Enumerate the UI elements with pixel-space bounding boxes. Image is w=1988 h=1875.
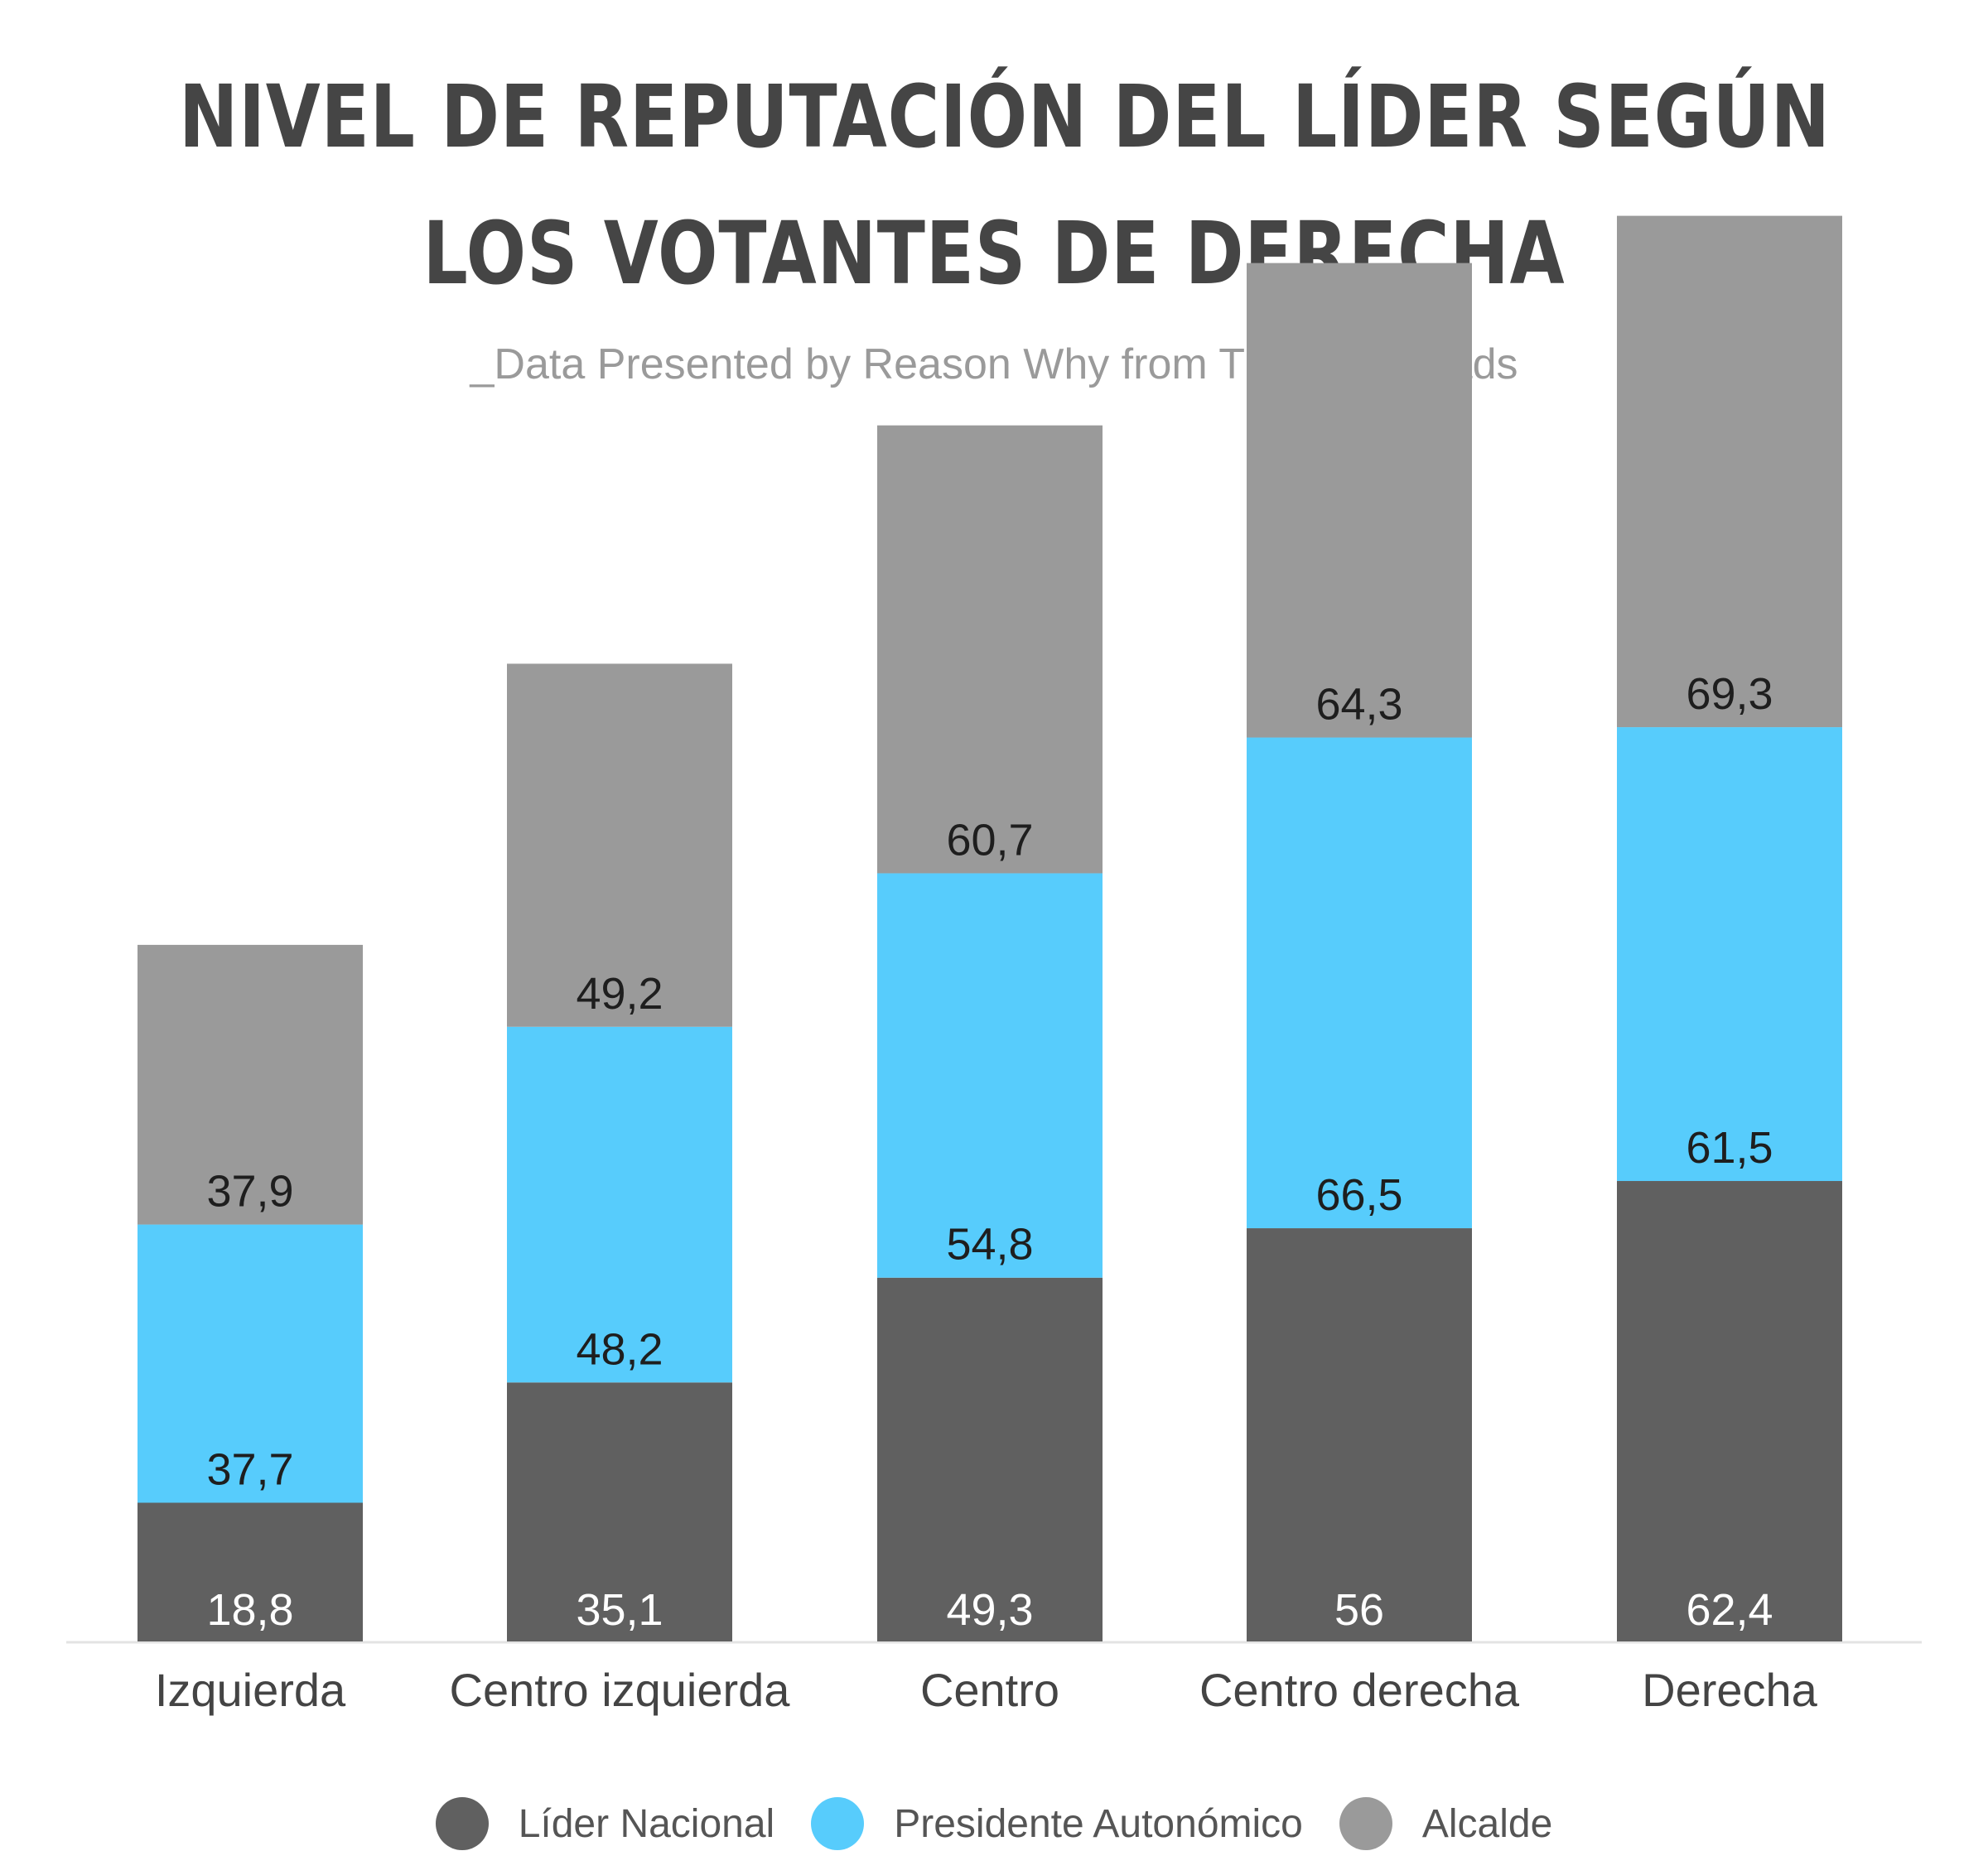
data-label: 18,8 (206, 1585, 293, 1635)
data-label: 37,9 (206, 1167, 293, 1217)
bar-segment-presidente-autonomico (138, 1224, 363, 1503)
data-label: 49,2 (576, 969, 663, 1019)
data-label: 62,4 (1686, 1585, 1773, 1635)
legend-item-presidente-autonomico: Presidente Autonómico (811, 1797, 1303, 1850)
data-label: 56 (1334, 1585, 1384, 1635)
legend-item-lider-nacional: Líder Nacional (435, 1797, 775, 1850)
bar-segment-presidente-autonomico (877, 873, 1103, 1278)
legend-label-alcalde: Alcalde (1421, 1801, 1553, 1846)
data-label: 61,5 (1686, 1123, 1773, 1173)
data-label: 66,5 (1315, 1170, 1402, 1220)
data-label: 64,3 (1315, 680, 1402, 730)
data-label: 54,8 (946, 1220, 1033, 1270)
data-label: 37,7 (206, 1444, 293, 1494)
category-label: Centro (920, 1664, 1059, 1716)
legend-swatch-lider-nacional (435, 1797, 489, 1850)
chart-legend: Líder Nacional Presidente Autonómico Alc… (0, 1797, 1988, 1850)
bar-segment-lider-nacional (1247, 1228, 1472, 1641)
data-label: 49,3 (946, 1585, 1033, 1635)
data-label: 69,3 (1686, 669, 1773, 719)
data-label: 35,1 (576, 1585, 663, 1635)
bar-segment-lider-nacional (877, 1277, 1103, 1641)
chart-title-line1: NIVEL DE REPUTACIÓN DEL LÍDER SEGÚN (179, 66, 1831, 167)
bar-segment-presidente-autonomico (1247, 737, 1472, 1229)
category-label: Centro derecha (1199, 1664, 1520, 1716)
bar-segment-lider-nacional (138, 1502, 363, 1641)
data-label: 60,7 (946, 815, 1033, 865)
bar-segment-lider-nacional (1617, 1181, 1842, 1641)
legend-swatch-presidente-autonomico (811, 1797, 865, 1850)
bar-segment-alcalde (138, 944, 363, 1225)
legend-label-lider-nacional: Líder Nacional (518, 1801, 775, 1846)
bar-segment-alcalde (1247, 263, 1472, 738)
bar-segment-presidente-autonomico (507, 1026, 732, 1383)
bar-segment-alcalde (507, 663, 732, 1027)
bar-segment-lider-nacional (507, 1382, 732, 1641)
legend-label-presidente-autonomico: Presidente Autonómico (894, 1801, 1303, 1846)
bar-segment-presidente-autonomico (1617, 727, 1842, 1182)
data-label: 48,2 (576, 1324, 663, 1374)
category-label: Centro izquierda (450, 1664, 791, 1716)
legend-swatch-alcalde (1339, 1797, 1392, 1850)
bar-segment-alcalde (1617, 215, 1842, 728)
category-label: Derecha (1642, 1664, 1818, 1716)
legend-item-alcalde: Alcalde (1339, 1797, 1552, 1850)
category-label: Izquierda (155, 1664, 346, 1716)
bar-segment-alcalde (877, 425, 1103, 874)
